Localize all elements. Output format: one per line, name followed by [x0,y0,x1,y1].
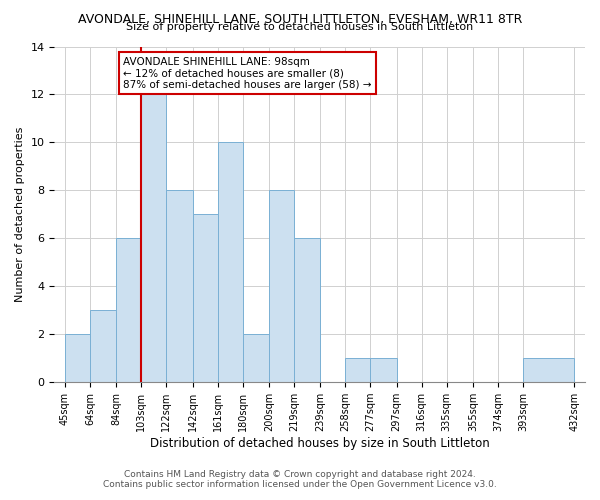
Text: AVONDALE, SHINEHILL LANE, SOUTH LITTLETON, EVESHAM, WR11 8TR: AVONDALE, SHINEHILL LANE, SOUTH LITTLETO… [78,12,522,26]
Bar [65,334,90,382]
Text: Contains HM Land Registry data © Crown copyright and database right 2024.
Contai: Contains HM Land Registry data © Crown c… [103,470,497,489]
Bar [269,190,294,382]
X-axis label: Distribution of detached houses by size in South Littleton: Distribution of detached houses by size … [150,437,490,450]
Bar [370,358,397,382]
Bar [242,334,269,382]
Text: AVONDALE SHINEHILL LANE: 98sqm
← 12% of detached houses are smaller (8)
87% of s: AVONDALE SHINEHILL LANE: 98sqm ← 12% of … [124,56,372,90]
Text: Size of property relative to detached houses in South Littleton: Size of property relative to detached ho… [127,22,473,32]
Bar [346,358,370,382]
Y-axis label: Number of detached properties: Number of detached properties [15,126,25,302]
Bar [294,238,320,382]
Bar [90,310,116,382]
Bar [166,190,193,382]
Bar [523,358,574,382]
Bar [218,142,242,382]
Bar [141,94,166,382]
Bar [193,214,218,382]
Bar [116,238,141,382]
